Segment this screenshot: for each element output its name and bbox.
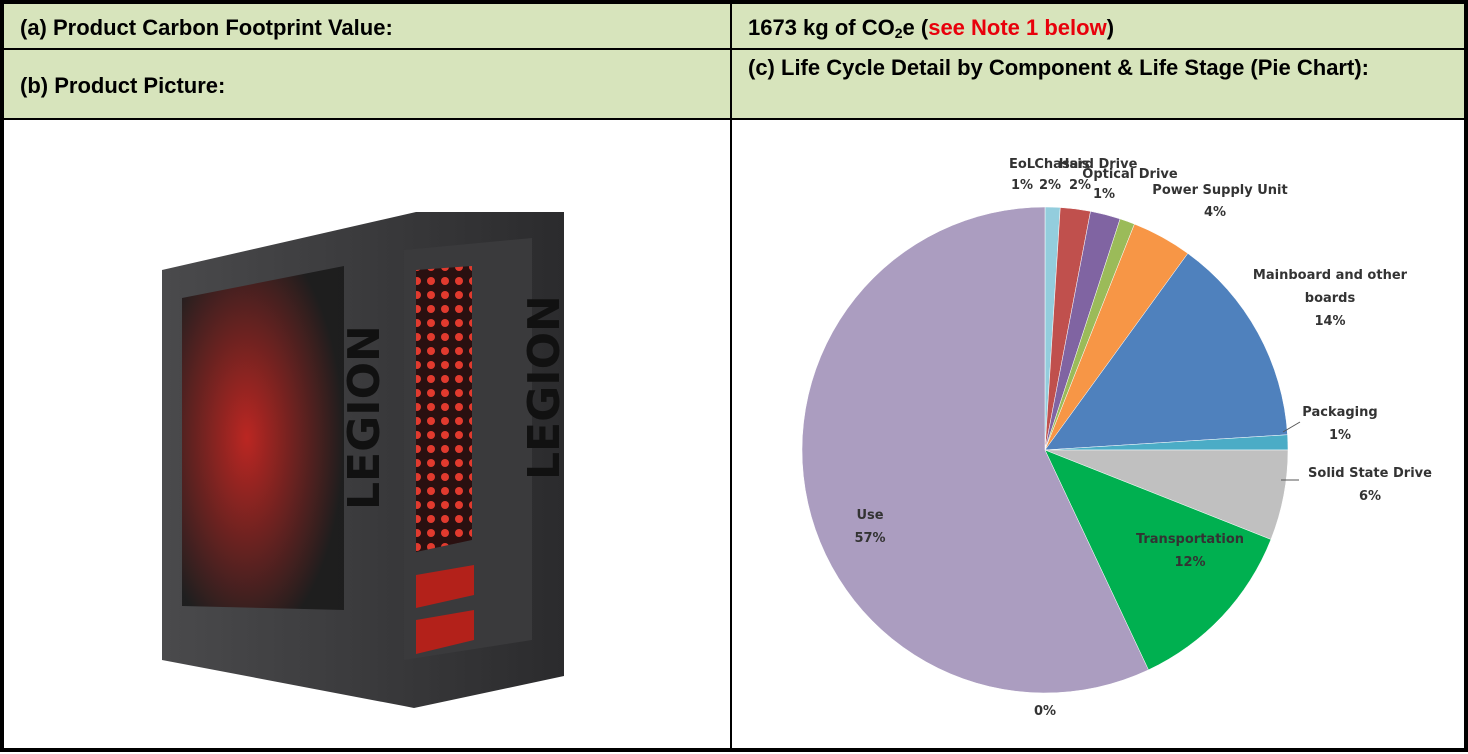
slice-label: EoL xyxy=(1009,157,1035,172)
slice-label: Use xyxy=(856,508,883,523)
header-cell: (b) Product Picture: xyxy=(0,48,732,120)
value: 1673 kg of CO2e (see Note 1 below) xyxy=(748,15,1114,41)
label: (a) Product Carbon Footprint Value: xyxy=(20,15,393,41)
slice-label: Transportation xyxy=(1136,532,1244,547)
text: 1673 kg of CO xyxy=(748,15,895,40)
value-label: 1% xyxy=(1329,428,1351,443)
brand-text: LEGION xyxy=(519,295,570,480)
note-link: see Note 1 below xyxy=(928,15,1107,40)
product-picture: LEGION LEGION xyxy=(4,120,730,748)
value-label: 2% xyxy=(1039,178,1061,193)
label: (b) Product Picture: xyxy=(20,73,225,99)
value-label: 0% xyxy=(1034,704,1056,719)
picture-cell: LEGION LEGION xyxy=(0,118,732,752)
slice-label: Solid State Drive xyxy=(1308,466,1432,481)
value-label: 14% xyxy=(1314,314,1345,329)
brand-text: LEGION xyxy=(339,325,390,510)
value-label: 6% xyxy=(1359,489,1381,504)
value-label: 12% xyxy=(1174,555,1205,570)
value-label: 1% xyxy=(1011,178,1033,193)
subscript: 2 xyxy=(895,25,903,41)
slice-label: Optical Drive xyxy=(1082,167,1178,182)
page: (a) Product Carbon Footprint Value: 1673… xyxy=(0,0,1468,752)
label: (c) Life Cycle Detail by Component & Lif… xyxy=(748,56,1388,80)
slice-label: Power Supply Unit xyxy=(1152,183,1287,198)
header-cell: (a) Product Carbon Footprint Value: xyxy=(0,0,732,50)
header-cell: (c) Life Cycle Detail by Component & Lif… xyxy=(730,48,1468,120)
value-label: 1% xyxy=(1093,187,1115,202)
value-label: 57% xyxy=(854,531,885,546)
text: e ( xyxy=(903,15,929,40)
header-cell: 1673 kg of CO2e (see Note 1 below) xyxy=(730,0,1468,50)
text: ) xyxy=(1107,15,1114,40)
value-label: 4% xyxy=(1204,205,1226,220)
slice-label: Packaging xyxy=(1302,405,1377,420)
